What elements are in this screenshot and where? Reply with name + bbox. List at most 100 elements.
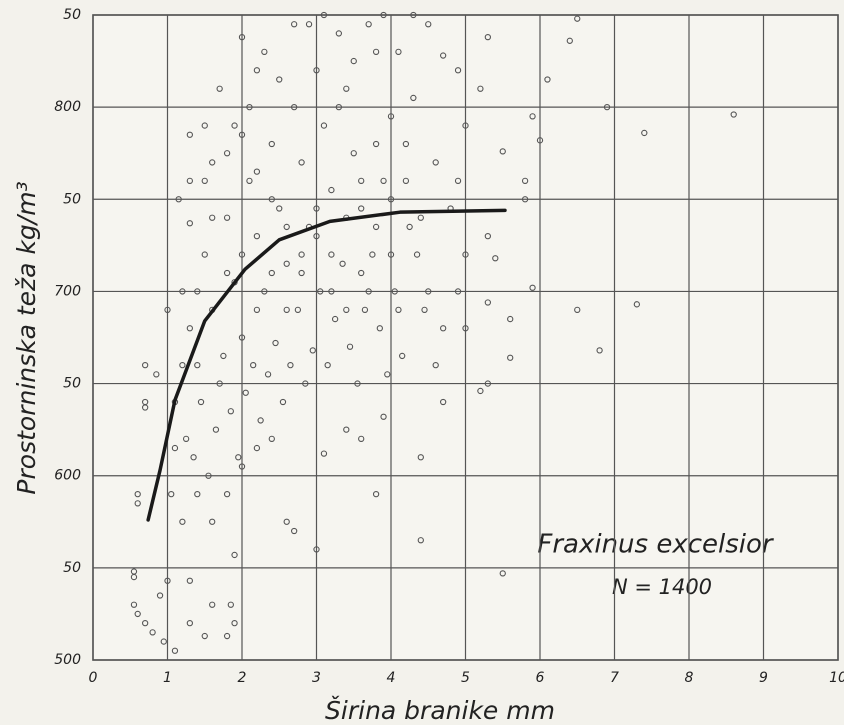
point (171, 444, 179, 452)
point (343, 306, 350, 314)
point (253, 168, 261, 175)
point (290, 21, 298, 28)
point (346, 343, 354, 350)
point (268, 196, 275, 203)
point (209, 159, 216, 166)
point (439, 325, 447, 332)
point (238, 463, 246, 470)
point (261, 48, 268, 56)
point (477, 85, 484, 92)
point (507, 354, 514, 361)
point (264, 371, 272, 378)
point (186, 177, 193, 185)
point (246, 103, 253, 111)
y-axis-label: Prostorninska teža kg/m³ (12, 181, 41, 494)
point (209, 601, 216, 608)
point (149, 629, 156, 636)
point (238, 251, 246, 258)
point (387, 196, 395, 203)
y-tick-label: 50 (63, 7, 81, 23)
point (223, 214, 231, 221)
point (141, 404, 149, 411)
point (168, 490, 175, 498)
point (343, 85, 350, 92)
point (253, 232, 261, 240)
point (410, 11, 417, 19)
point (130, 601, 138, 608)
point (387, 251, 395, 258)
point (179, 288, 186, 295)
point (201, 122, 208, 129)
point (358, 205, 365, 212)
x-tick-label: 0 (89, 670, 98, 686)
point (574, 15, 581, 22)
point (156, 592, 164, 599)
point (335, 103, 342, 111)
point (253, 444, 261, 452)
point (268, 140, 275, 148)
point (238, 334, 246, 341)
point (279, 398, 287, 406)
point (209, 518, 216, 525)
point (283, 518, 290, 525)
x-tick-label: 1 (163, 670, 172, 686)
fit-curve (146, 208, 507, 522)
y-tick-label: 700 (54, 283, 81, 299)
point (544, 76, 551, 83)
point (164, 577, 171, 584)
y-tick-label: 50 (63, 376, 81, 392)
point (372, 490, 380, 498)
x-tick-label: 5 (461, 670, 470, 686)
point (406, 223, 413, 231)
point (182, 435, 190, 443)
point (477, 387, 484, 395)
point (421, 306, 428, 314)
point (641, 129, 648, 137)
point (287, 361, 294, 369)
point (380, 11, 387, 19)
point (313, 67, 320, 74)
point (283, 306, 290, 314)
point (190, 454, 197, 461)
point (283, 223, 290, 231)
point (194, 361, 201, 369)
point (633, 301, 640, 308)
point (358, 435, 365, 443)
point (425, 21, 432, 28)
point (492, 255, 499, 262)
point (164, 306, 171, 314)
annotation: Fraxinus excelsior (537, 530, 775, 560)
y-tick-label: 50 (63, 560, 81, 576)
point (309, 347, 316, 354)
point (223, 150, 231, 157)
point (484, 33, 491, 41)
point (324, 361, 331, 369)
point (134, 500, 141, 507)
point (227, 601, 234, 608)
point (395, 48, 402, 56)
point (268, 269, 275, 277)
x-tick-label: 2 (238, 670, 247, 686)
point (339, 260, 346, 267)
point (175, 196, 182, 203)
x-tick-label: 4 (387, 670, 396, 686)
point (298, 251, 305, 258)
point (380, 413, 387, 420)
point (231, 551, 238, 559)
point (272, 339, 279, 347)
point (305, 21, 313, 28)
point (223, 269, 231, 277)
point (566, 37, 573, 44)
point (186, 131, 193, 138)
point (294, 306, 302, 314)
point (235, 454, 242, 461)
point (238, 131, 246, 138)
point (328, 288, 335, 295)
point (290, 527, 298, 535)
point (391, 288, 398, 295)
point (536, 137, 544, 144)
point (313, 205, 320, 212)
point (250, 361, 257, 369)
point (141, 619, 149, 627)
point (201, 177, 208, 185)
